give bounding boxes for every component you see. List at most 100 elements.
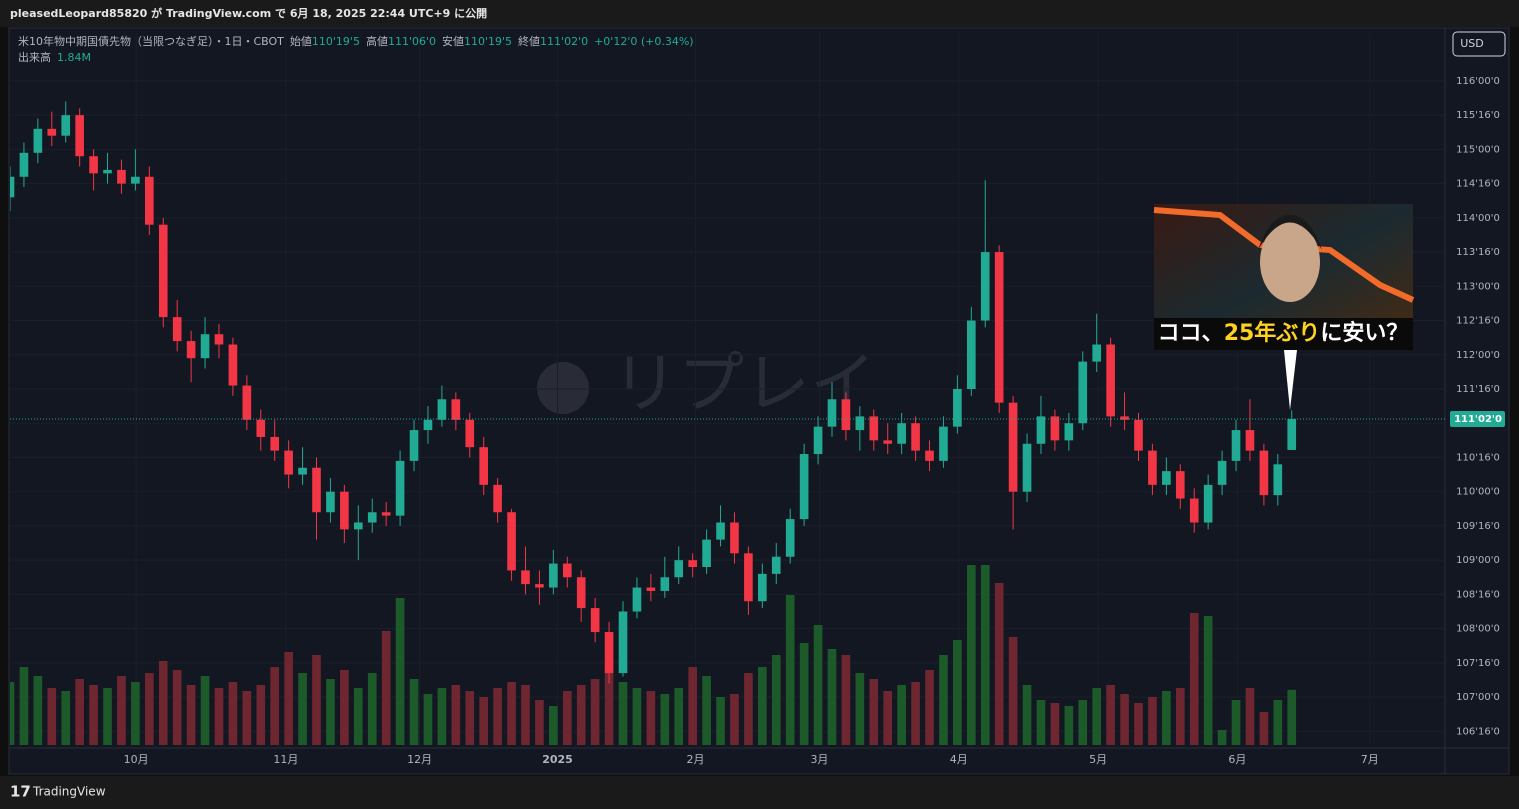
x-tick-label: 4月 xyxy=(950,753,968,766)
footer-logo: 17 xyxy=(10,783,31,801)
volume-bar xyxy=(883,691,893,745)
currency-label: USD xyxy=(1460,37,1484,50)
volume-bar xyxy=(186,685,196,745)
y-tick-label: 110'00'0 xyxy=(1456,487,1500,498)
candle-body xyxy=(1273,464,1283,496)
volume-bar xyxy=(730,694,739,745)
candle-body xyxy=(131,176,140,184)
candle-body xyxy=(172,317,182,342)
candle-body xyxy=(1120,416,1129,420)
candle-body xyxy=(590,608,600,633)
candle-body xyxy=(660,577,670,591)
candle-body xyxy=(214,334,224,345)
volume-bar xyxy=(841,655,851,745)
candle-body xyxy=(883,440,893,444)
y-tick-label: 114'00'0 xyxy=(1456,213,1500,224)
volume-bar xyxy=(966,565,976,745)
volume-bar xyxy=(1092,688,1102,745)
candle-body xyxy=(618,611,628,674)
volume-bar xyxy=(367,673,377,745)
volume-bar xyxy=(688,667,697,745)
volume-bar xyxy=(674,688,684,745)
watermark-text: リプレイ xyxy=(612,345,876,422)
x-tick-label: 7月 xyxy=(1361,753,1379,766)
thumbnail-caption: ココ、25年ぶりに安い？ xyxy=(1158,320,1409,346)
volume-bar xyxy=(1106,685,1115,745)
candle-body xyxy=(465,419,475,448)
volume-bar xyxy=(1231,700,1241,745)
candle-body xyxy=(925,450,934,461)
volume-bar xyxy=(395,598,405,745)
volume-bar xyxy=(813,625,823,745)
volume-bar xyxy=(451,685,461,745)
volume-bar xyxy=(507,682,516,745)
volume-bar xyxy=(1036,700,1046,745)
low-value: 110'19'5 xyxy=(464,35,512,48)
footer-bar xyxy=(0,776,1519,809)
candle-body xyxy=(897,423,906,444)
candle-body xyxy=(1106,344,1115,417)
replay-icon xyxy=(537,362,589,414)
candle-body xyxy=(1134,419,1143,451)
candle-body xyxy=(1148,450,1157,485)
volume-bar xyxy=(744,673,753,745)
y-tick-label: 112'16'0 xyxy=(1456,316,1500,327)
volume-bar xyxy=(1245,688,1255,745)
volume-bar xyxy=(284,652,293,745)
volume-bar xyxy=(604,673,614,745)
open-label: 始値 xyxy=(290,34,312,48)
candle-body xyxy=(716,522,725,540)
y-tick-label: 113'16'0 xyxy=(1456,247,1500,258)
volume-bar xyxy=(228,682,238,745)
volume-bar xyxy=(521,685,530,745)
volume-bar xyxy=(994,583,1004,745)
candle-body xyxy=(758,573,767,602)
volume-label: 出来高 xyxy=(18,50,51,64)
volume-bar xyxy=(33,676,43,745)
candle-body xyxy=(939,426,948,461)
y-tick-label: 108'16'0 xyxy=(1456,589,1500,600)
volume-bar xyxy=(1273,700,1283,745)
candle-body xyxy=(535,584,544,588)
candle-body xyxy=(353,522,363,530)
candle-body xyxy=(966,320,976,389)
candle-body xyxy=(451,399,461,420)
y-tick-label: 111'16'0 xyxy=(1456,384,1500,395)
volume-bar xyxy=(911,682,920,745)
volume-bar xyxy=(716,697,725,745)
volume-bar xyxy=(158,661,168,745)
currency-button[interactable] xyxy=(1452,31,1506,57)
last-price-label: 111'02'0 xyxy=(1454,414,1502,425)
y-tick-label: 106'16'0 xyxy=(1456,726,1500,737)
volume-bar xyxy=(869,679,879,745)
volume-bar xyxy=(1287,689,1297,745)
y-tick-label: 112'00'0 xyxy=(1456,350,1500,361)
candle-body xyxy=(312,467,321,513)
x-tick-label: 2025 xyxy=(542,753,573,766)
volume-last: 1.84M xyxy=(57,51,91,64)
candle-body xyxy=(1231,430,1241,461)
volume-bar xyxy=(799,643,809,745)
caption-highlight: 25年ぶり xyxy=(1224,320,1321,346)
candle-body xyxy=(1050,416,1060,441)
candle-body xyxy=(813,426,823,455)
chart-area xyxy=(8,27,1510,775)
volume-bar xyxy=(1189,613,1199,745)
y-tick-label: 110'16'0 xyxy=(1456,452,1500,463)
candle-body xyxy=(1162,471,1171,485)
candle-body xyxy=(33,128,43,153)
candle-body xyxy=(1189,498,1199,523)
high-label: 高値 xyxy=(366,34,388,48)
volume-legend: 出来高 1.84M xyxy=(18,50,91,64)
footer-brand: TradingView xyxy=(32,785,106,799)
candle-body xyxy=(911,423,920,451)
volume-bar xyxy=(618,682,628,745)
volume-bar xyxy=(1203,616,1213,745)
y-tick-label: 114'16'0 xyxy=(1456,179,1500,190)
volume-bar xyxy=(312,655,321,745)
candle-body xyxy=(688,560,697,567)
top-bar xyxy=(0,0,1519,27)
candle-body xyxy=(103,169,112,174)
volume-bar xyxy=(242,691,252,745)
